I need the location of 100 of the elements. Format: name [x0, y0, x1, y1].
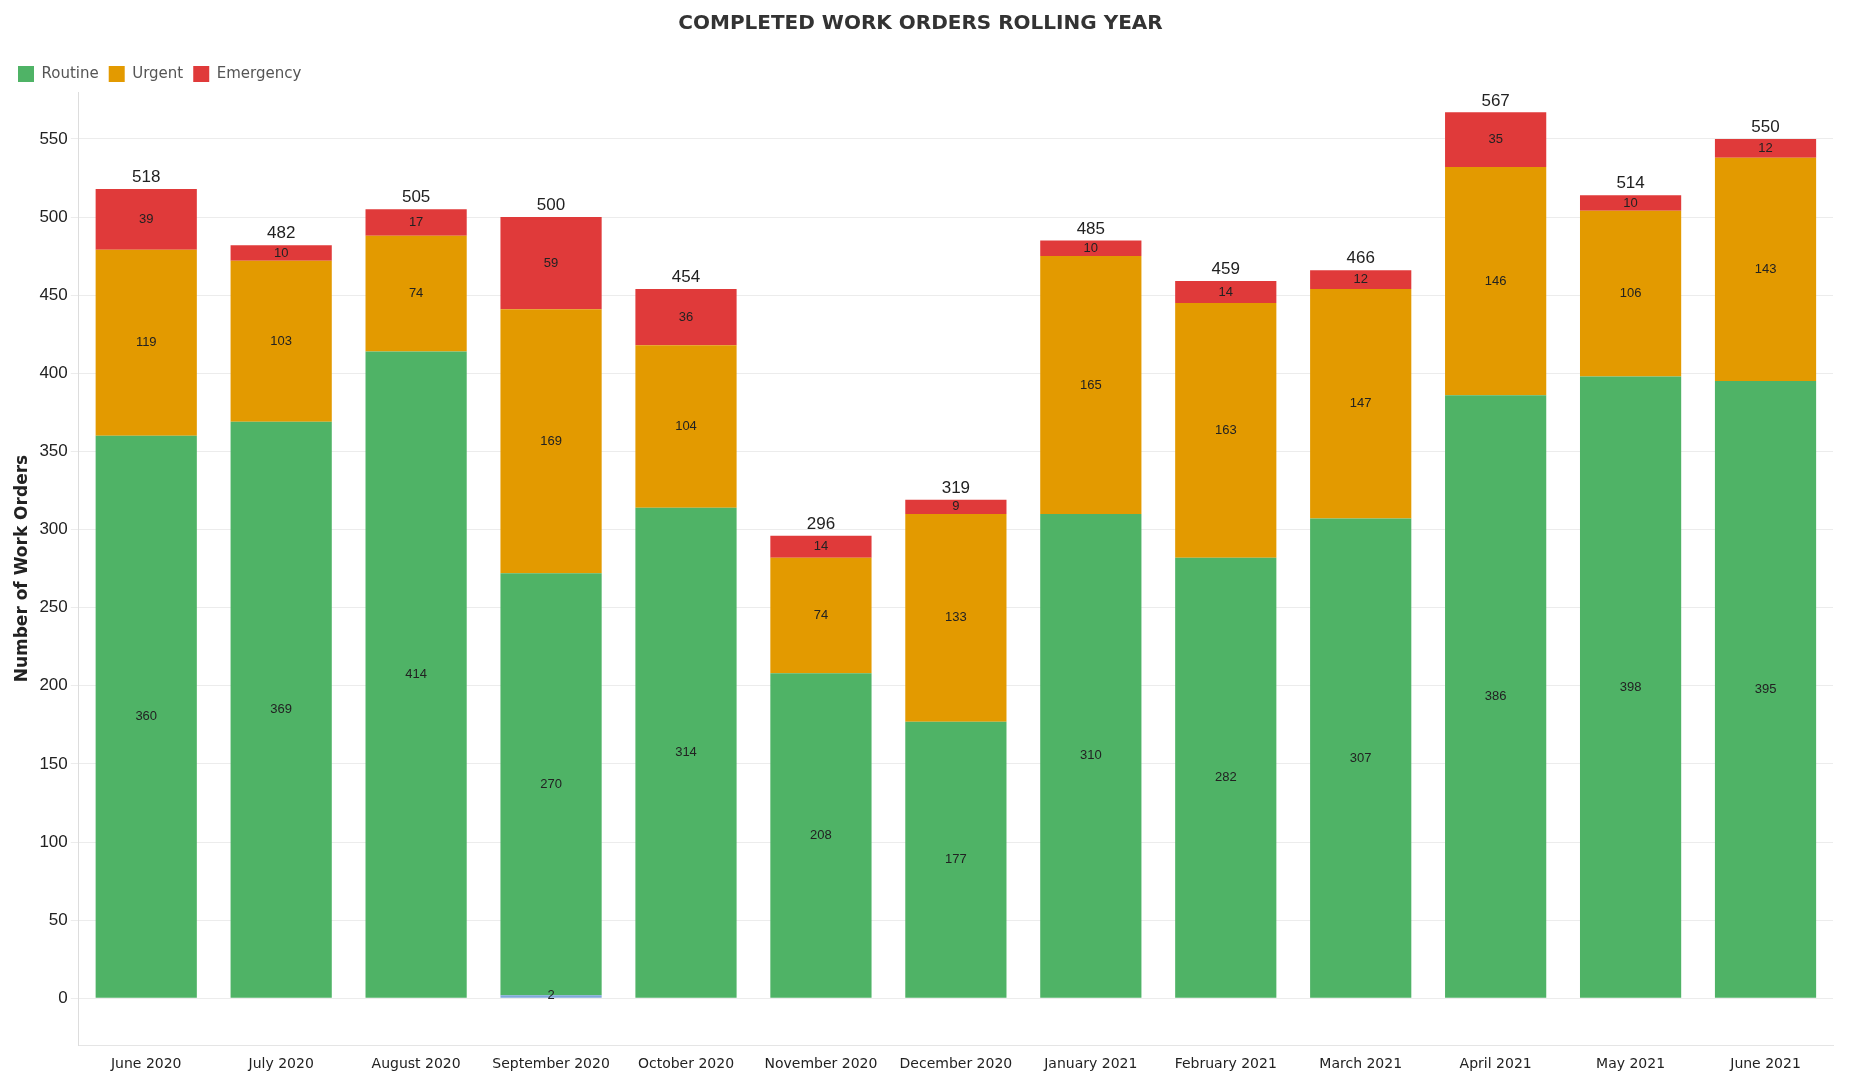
data-label: 310 [1079, 747, 1102, 763]
bar [635, 345, 737, 508]
bar [1445, 395, 1547, 998]
data-label: 146 [1484, 272, 1507, 288]
bar [1175, 281, 1277, 303]
data-label: 35 [1488, 131, 1503, 147]
bar [1579, 195, 1682, 211]
bar [905, 721, 1007, 998]
data-label: 12 [1353, 271, 1368, 287]
bar [905, 513, 1007, 722]
bar [1445, 167, 1547, 396]
data-label: 103 [270, 332, 293, 348]
y-tick-label: 500 [39, 206, 68, 226]
x-tick-label: February 2021 [1174, 1055, 1277, 1072]
y-tick-label: 150 [39, 753, 68, 773]
bar [365, 235, 467, 352]
data-label: 17 [408, 214, 424, 230]
bar [770, 673, 872, 998]
data-label: 307 [1349, 749, 1372, 765]
data-label: 360 [135, 708, 158, 724]
data-label: 143 [1754, 260, 1777, 276]
bar [1175, 302, 1277, 558]
bar [230, 421, 332, 998]
data-label: 414 [405, 666, 427, 682]
data-label: 39 [139, 210, 154, 226]
y-axis-title: Number of Work Orders [10, 454, 31, 683]
data-label: 14 [813, 538, 829, 554]
data-label: 270 [540, 775, 562, 791]
data-label: 398 [1619, 678, 1642, 694]
x-tick-label: July 2020 [247, 1055, 314, 1072]
data-label: 163 [1214, 421, 1237, 437]
total-label: 514 [1616, 173, 1645, 193]
data-label: 12 [1758, 139, 1773, 155]
y-tick-label: 550 [39, 128, 68, 148]
bar [1310, 270, 1412, 289]
bar [1040, 513, 1142, 998]
data-label: 208 [810, 827, 832, 843]
y-tick-label: 250 [39, 597, 68, 617]
data-label: 14 [1218, 283, 1233, 299]
data-label: 74 [408, 285, 424, 301]
bar [95, 188, 197, 250]
total-label: 485 [1076, 218, 1106, 238]
data-label: 10 [1083, 239, 1099, 255]
data-label: 74 [813, 607, 829, 623]
data-label: 9 [952, 498, 960, 514]
bar [635, 288, 737, 346]
total-label: 454 [671, 267, 701, 287]
y-tick-label: 400 [39, 362, 68, 382]
bar [500, 217, 602, 310]
bar [1310, 518, 1412, 998]
bar [230, 260, 332, 422]
total-label: 466 [1346, 248, 1375, 268]
x-tick-label: March 2021 [1319, 1055, 1403, 1072]
bar [500, 309, 602, 574]
x-tick-label: November 2020 [764, 1055, 878, 1072]
legend-label: Routine [41, 63, 99, 82]
data-label: 147 [1349, 395, 1372, 411]
data-label: 395 [1754, 681, 1777, 697]
total-label: 567 [1481, 90, 1510, 110]
y-tick-label: 50 [48, 909, 68, 929]
bar [95, 435, 197, 998]
bar [1040, 240, 1142, 257]
x-tick-label: May 2021 [1596, 1055, 1666, 1072]
bar [1445, 112, 1547, 168]
total-label: 518 [132, 167, 161, 187]
data-label: 369 [270, 701, 293, 717]
y-tick-label: 200 [39, 675, 68, 695]
x-tick-label: October 2020 [637, 1055, 735, 1072]
total-label: 296 [806, 513, 836, 533]
bar [770, 535, 872, 558]
y-tick-label: 350 [39, 441, 68, 461]
total-label: 550 [1751, 117, 1780, 137]
data-label: 133 [945, 609, 967, 625]
bar [770, 557, 872, 674]
bar [635, 507, 737, 998]
data-label: 106 [1619, 285, 1642, 301]
bar [1579, 210, 1682, 377]
x-tick-label: January 2021 [1043, 1055, 1138, 1072]
bar [95, 249, 197, 436]
x-tick-label: September 2020 [492, 1055, 610, 1072]
total-label: 459 [1211, 259, 1240, 279]
data-label: 10 [1623, 194, 1638, 210]
data-label: 10 [273, 244, 289, 260]
x-tick-label: April 2021 [1459, 1055, 1532, 1072]
y-tick-label: 0 [58, 988, 68, 1008]
data-label: 282 [1214, 769, 1237, 785]
bar [1310, 288, 1412, 519]
bar [1714, 138, 1817, 158]
legend-label: Emergency [216, 63, 302, 82]
total-label: 505 [401, 187, 431, 207]
data-label: 119 [135, 334, 157, 350]
total-label: 319 [941, 478, 971, 498]
data-label: 314 [675, 744, 697, 760]
y-tick-label: 100 [39, 831, 68, 851]
x-tick-label: December 2020 [899, 1055, 1013, 1072]
x-tick-label: June 2020 [109, 1055, 182, 1072]
y-tick-label: 300 [39, 519, 68, 539]
bar [1714, 157, 1817, 382]
bar [1714, 381, 1817, 998]
y-tick-label: 450 [39, 284, 68, 304]
